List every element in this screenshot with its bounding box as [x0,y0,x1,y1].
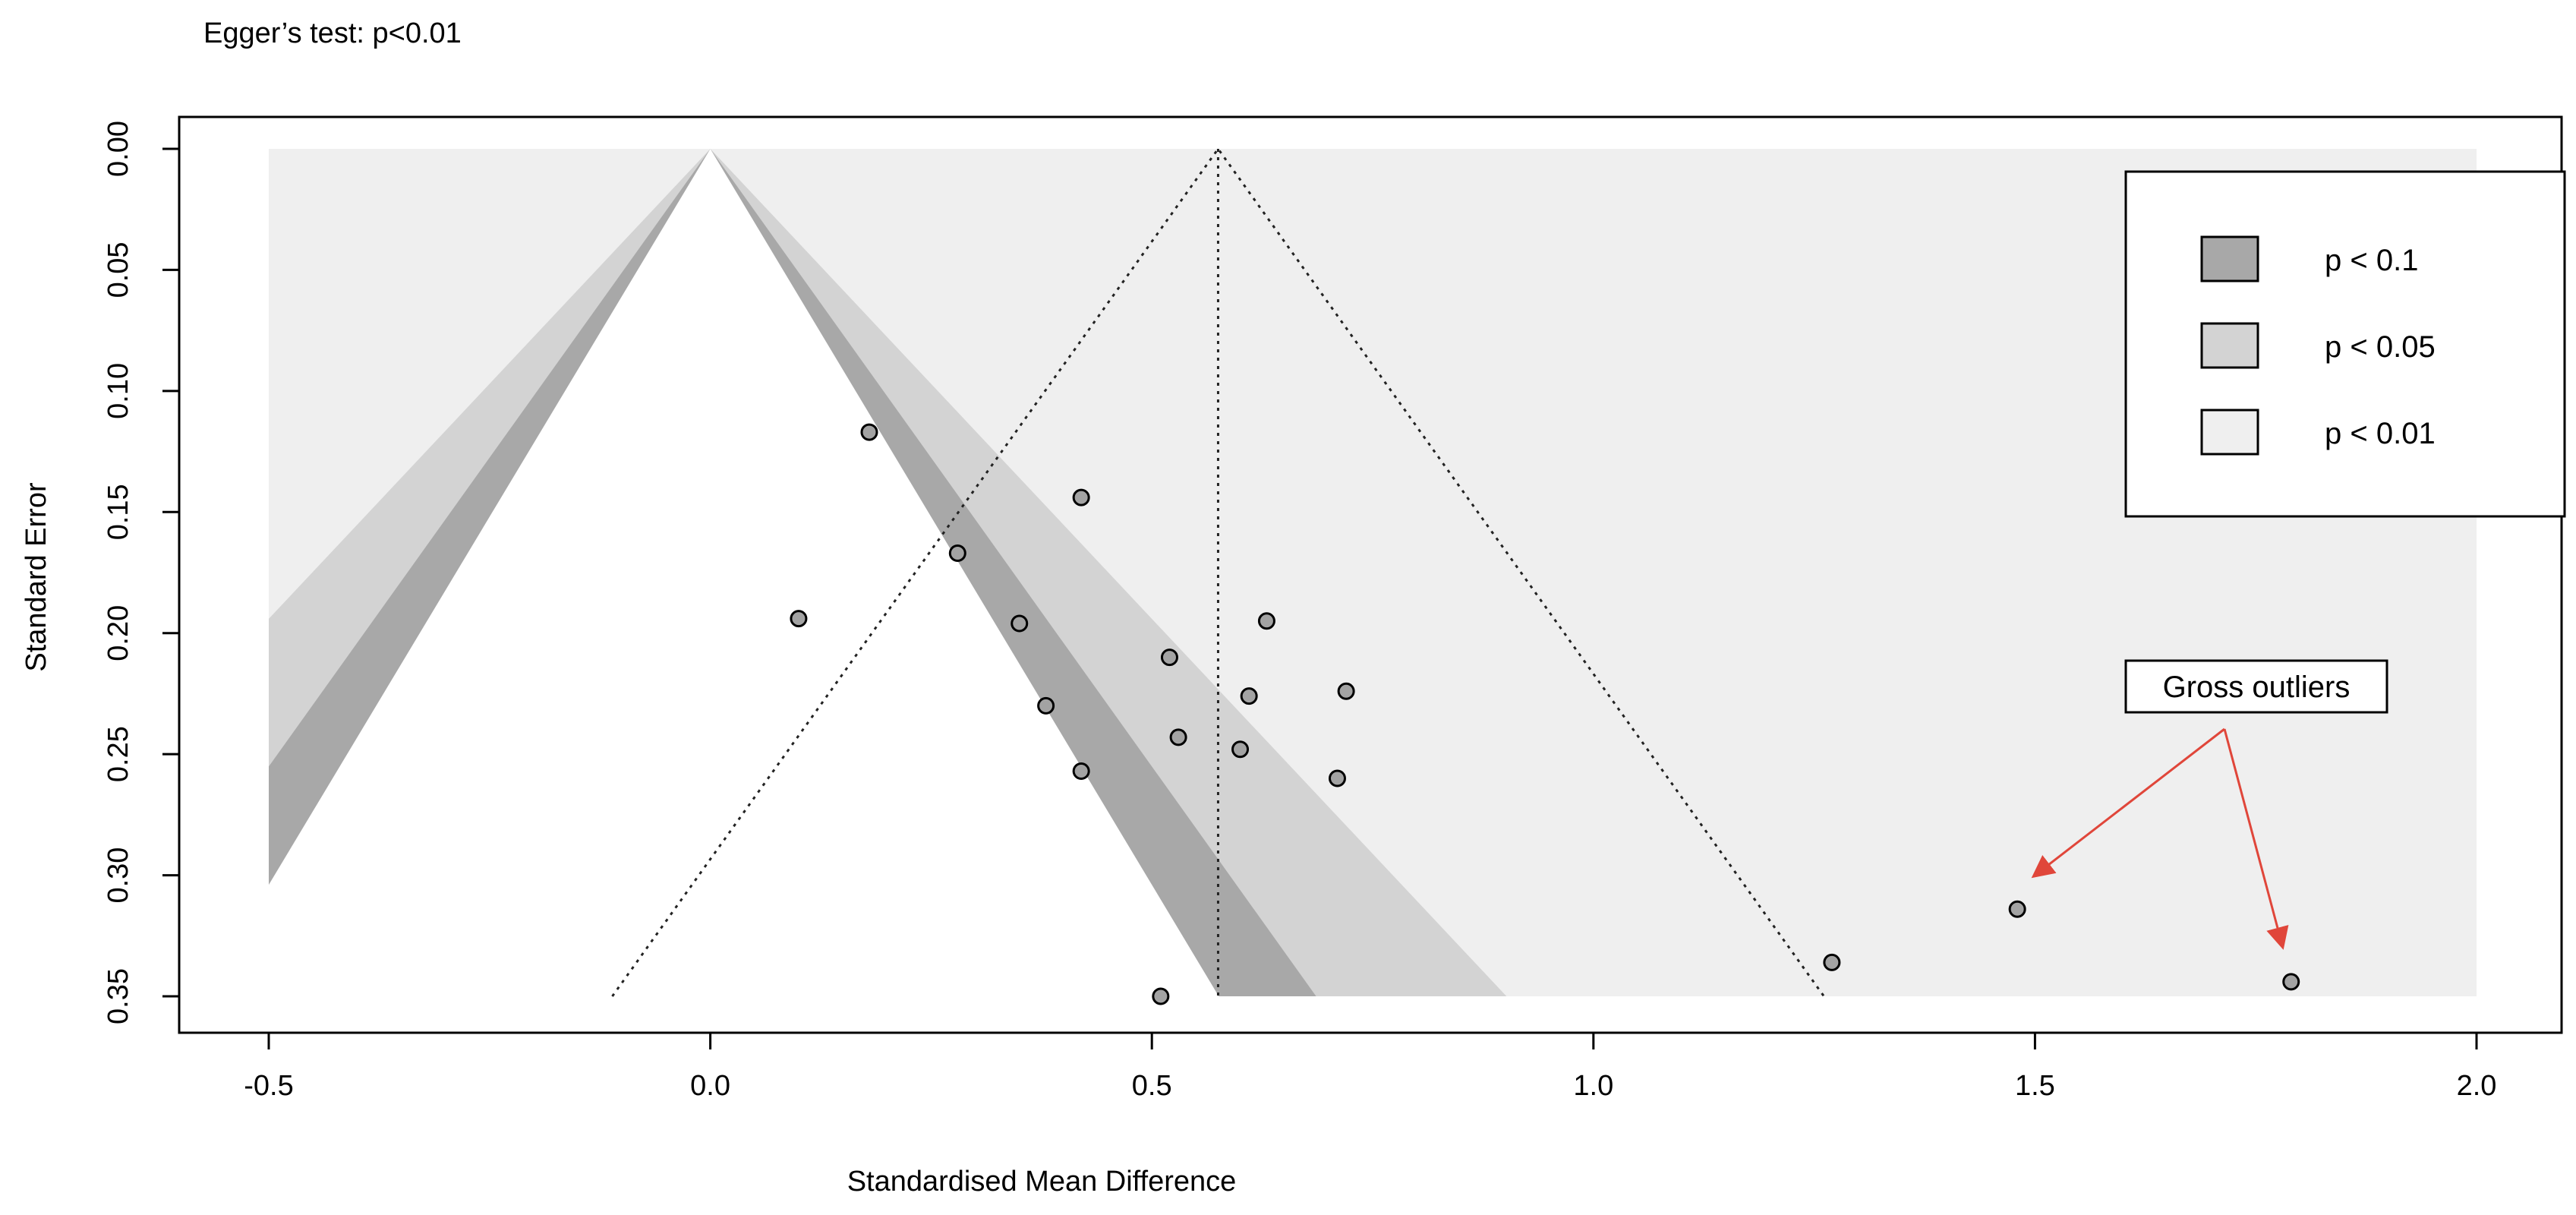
y-tick-label: 0.35 [102,968,134,1024]
y-axis-title: Standard Error [20,482,52,672]
data-point [860,423,878,441]
legend-swatch [2200,322,2259,369]
data-point [1169,728,1187,746]
data-point [1337,682,1355,700]
y-tick-label: 0.25 [102,726,134,782]
legend-label: p < 0.05 [2325,330,2436,364]
x-axis-title: Standardised Mean Difference [847,1166,1237,1198]
data-point [790,610,808,628]
y-tick-label: 0.00 [102,121,134,177]
data-point [1240,687,1258,705]
x-tick-label: 2.0 [2457,1070,2497,1102]
legend-swatch [2200,409,2259,456]
x-tick-label: 0.0 [690,1070,730,1102]
data-point [1011,614,1029,633]
legend-box [2124,170,2566,518]
legend-swatch [2200,235,2259,282]
annotation-label: Gross outliers [2163,671,2351,704]
data-point [1257,612,1275,630]
data-point [1328,769,1346,787]
legend: p < 0.1 p < 0.05 p < 0.01 [2124,170,2566,518]
data-point [1072,762,1090,780]
chart-subtitle: Egger’s test: p<0.01 [203,17,462,49]
data-point [1160,649,1178,667]
annotation-arrow [2031,727,2225,879]
x-tick-label: 1.5 [2015,1070,2055,1102]
legend-label: p < 0.01 [2325,417,2436,450]
y-tick-label: 0.10 [102,363,134,419]
y-tick-label: 0.05 [102,241,134,298]
data-point [948,544,966,562]
data-point [1072,488,1090,507]
data-point [1823,953,1841,971]
data-point [1231,740,1250,759]
annotation-box [2124,659,2388,714]
y-tick-label: 0.30 [102,847,134,904]
y-tick-label: 0.20 [102,605,134,661]
annotation: Gross outliers [2031,659,2388,950]
x-tick-label: 0.5 [1132,1070,1172,1102]
data-point [1152,987,1170,1005]
x-tick-label: -0.5 [244,1070,293,1102]
contour-region-nonsig [269,149,1219,996]
annotation-arrow [2223,728,2289,950]
data-point [2008,900,2026,918]
legend-label: p < 0.1 [2325,244,2418,277]
plot-area [269,147,2477,1005]
x-tick-label: 1.0 [1573,1070,1613,1102]
data-point [1037,696,1055,715]
data-point [2282,973,2300,991]
y-axis: 0.00 0.05 0.10 0.15 0.20 0.25 0.30 0.35 [102,121,181,1024]
y-tick-label: 0.15 [102,484,134,540]
x-axis: -0.5 0.0 0.5 1.0 1.5 2.0 [244,1031,2497,1102]
